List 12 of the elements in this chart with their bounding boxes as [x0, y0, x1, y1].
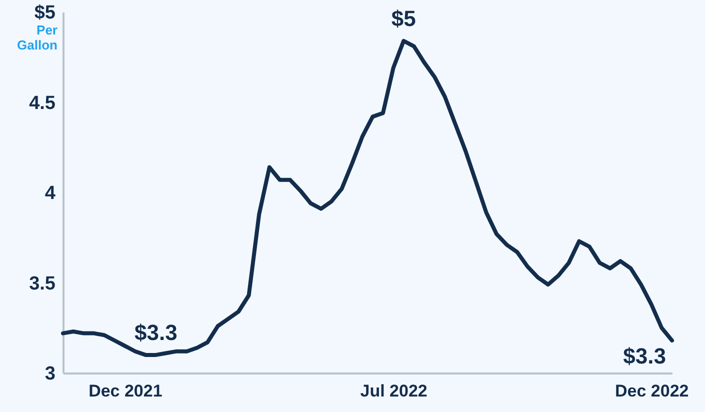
y-axis-title: Per Gallon	[17, 22, 58, 52]
annotation: $3.3	[623, 344, 666, 369]
y-tick-label: 4	[44, 183, 56, 204]
x-tick-label: Jul 2022	[360, 382, 428, 400]
y-tick-label: 3	[44, 364, 56, 384]
y-tick-label: 3.5	[29, 273, 56, 294]
x-tick-label: Dec 2021	[88, 382, 162, 400]
annotation: $3.3	[134, 320, 178, 345]
y-tick-label: 4.5	[29, 92, 56, 114]
y-tick-label: $5	[34, 2, 56, 24]
annotation: $5	[391, 6, 416, 31]
x-tick-label: Dec 2022	[614, 382, 689, 400]
